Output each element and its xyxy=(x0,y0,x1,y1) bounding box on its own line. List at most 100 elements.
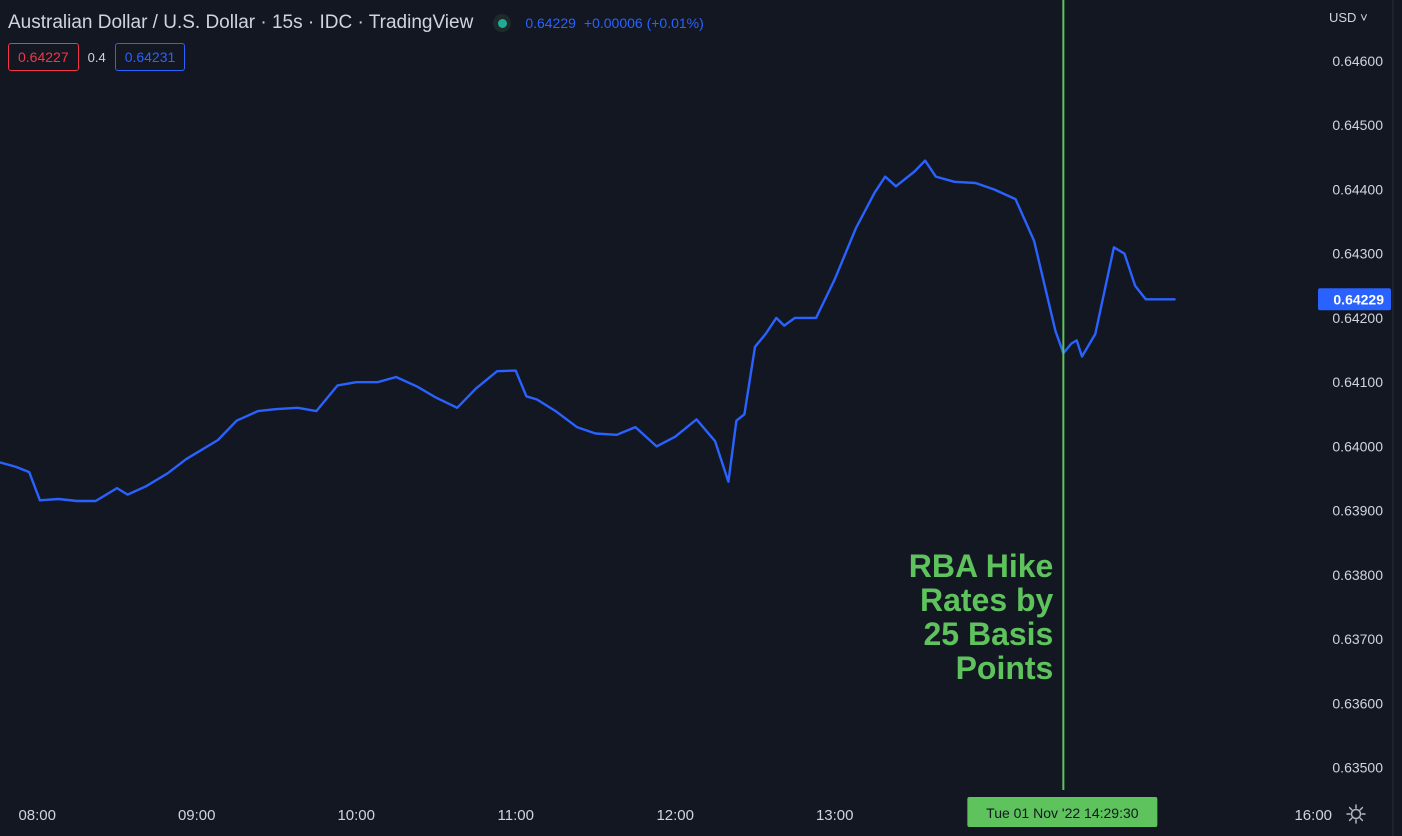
data-point xyxy=(235,419,238,422)
data-point xyxy=(655,445,658,448)
x-tick-label: 16:00 xyxy=(1294,807,1332,824)
data-point xyxy=(974,182,977,184)
data-point xyxy=(536,398,538,401)
data-point xyxy=(1152,298,1155,301)
gear-icon[interactable] xyxy=(1345,803,1367,825)
time-axis[interactable]: 08:00 09:00 10:00 11:00 12:00 13:00 16:00 xyxy=(18,807,1332,824)
ask-price-button[interactable]: 0.64231 xyxy=(114,43,186,71)
x-tick-label: 11:00 xyxy=(498,807,534,824)
data-point xyxy=(28,471,31,473)
y-tick-label: 0.64000 xyxy=(1332,438,1383,454)
data-point xyxy=(315,410,318,412)
y-tick-label: 0.64400 xyxy=(1332,181,1383,197)
y-tick-label: 0.64500 xyxy=(1332,117,1383,133)
y-tick-label: 0.64200 xyxy=(1332,310,1383,326)
annotation-text: Points xyxy=(956,650,1054,686)
data-point xyxy=(416,385,419,388)
data-point xyxy=(185,458,187,461)
data-point xyxy=(166,472,169,475)
data-point xyxy=(1054,329,1057,332)
chevron-down-icon: ˅ xyxy=(1356,10,1368,25)
quote-row: 0.64227 0.4 0.64231 xyxy=(8,43,186,71)
data-point xyxy=(764,333,767,335)
y-tick-label: 0.63500 xyxy=(1332,760,1383,776)
data-point xyxy=(525,395,528,398)
data-point xyxy=(754,345,756,348)
annotation-text: RBA Hike xyxy=(909,548,1054,584)
x-tick-label: 09:00 xyxy=(178,807,216,824)
data-point xyxy=(575,426,578,429)
crosshair-time-label-bg xyxy=(967,797,1158,827)
data-point xyxy=(126,493,129,496)
symbol-title[interactable]: Australian Dollar / U.S. Dollar · 15s · … xyxy=(8,12,474,33)
y-tick-label: 0.63700 xyxy=(1332,631,1383,647)
annotation-text: 25 Basis xyxy=(923,616,1053,652)
data-point xyxy=(435,396,437,399)
last-price: 0.64229 xyxy=(525,15,576,31)
data-point xyxy=(1094,333,1097,335)
x-tick-label: 10:00 xyxy=(337,807,375,824)
data-point xyxy=(743,413,746,416)
data-point xyxy=(1174,298,1176,301)
data-point xyxy=(783,324,786,327)
x-tick-label: 08:00 xyxy=(18,807,56,824)
last-price-label: 0.64229 xyxy=(1333,291,1384,307)
data-point xyxy=(76,500,78,502)
data-point xyxy=(275,408,278,411)
data-point xyxy=(217,439,219,441)
data-point xyxy=(336,384,339,387)
data-point xyxy=(913,170,916,173)
data-point xyxy=(376,381,379,384)
y-tick-label: 0.64600 xyxy=(1332,53,1383,69)
price-change: +0.00006 (+0.01%) xyxy=(583,15,704,31)
data-point xyxy=(57,498,60,500)
y-tick-label: 0.64300 xyxy=(1332,246,1383,262)
data-point xyxy=(1033,239,1036,242)
data-point xyxy=(1163,298,1166,301)
data-point xyxy=(1075,339,1078,342)
data-point xyxy=(674,435,677,438)
data-point xyxy=(993,188,996,191)
data-point xyxy=(894,185,897,188)
y-tick-label: 0.63800 xyxy=(1332,567,1383,583)
data-point xyxy=(615,433,618,436)
data-point xyxy=(355,381,358,384)
data-point xyxy=(815,317,818,319)
data-point xyxy=(145,485,148,488)
data-point xyxy=(735,419,738,422)
bid-price-button[interactable]: 0.64227 xyxy=(8,43,79,71)
data-point xyxy=(695,418,698,421)
market-status-icon[interactable] xyxy=(493,14,512,32)
data-point xyxy=(474,387,477,390)
price-series xyxy=(0,159,1176,503)
data-point xyxy=(873,191,876,194)
currency-dropdown[interactable]: USD ˅ xyxy=(1329,10,1368,25)
data-point xyxy=(634,426,637,429)
data-point xyxy=(116,487,118,490)
data-point xyxy=(514,369,517,372)
data-point xyxy=(855,227,857,229)
last-price-label-bg xyxy=(1318,288,1391,311)
price-axis[interactable]: 0.64600 0.64500 0.64400 0.64300 0.64200 0.641… xyxy=(1332,53,1383,776)
labels: Tue 01 Nov '22 14:29:30 0.64229 xyxy=(967,288,1391,827)
data-point xyxy=(934,175,937,178)
spread-value: 0.4 xyxy=(87,49,106,65)
x-tick-label: 12:00 xyxy=(656,807,694,824)
data-point xyxy=(456,406,459,409)
data-point xyxy=(1081,355,1083,358)
data-point xyxy=(15,466,17,468)
y-tick-label: 0.64100 xyxy=(1332,374,1383,390)
data-point xyxy=(195,451,198,454)
data-point xyxy=(1014,198,1017,201)
chart-header: Australian Dollar / U.S. Dollar · 15s · … xyxy=(8,10,704,36)
data-point xyxy=(554,410,557,412)
crosshair-time-label: Tue 01 Nov '22 14:29:30 xyxy=(986,805,1139,821)
data-point xyxy=(1134,284,1137,287)
data-point xyxy=(0,461,1,464)
data-point xyxy=(1070,342,1073,345)
data-point xyxy=(714,440,717,443)
y-tick-label: 0.63600 xyxy=(1332,695,1383,711)
data-point xyxy=(496,370,499,373)
